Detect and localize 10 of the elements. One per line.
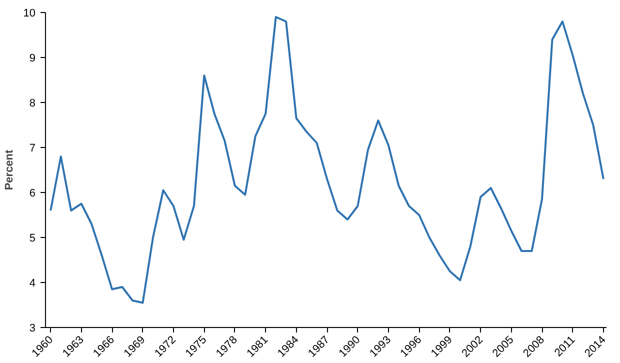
y-tick-label: 9: [29, 52, 36, 64]
y-tick-label: 3: [29, 322, 36, 334]
line-series: [50, 16, 604, 304]
y-tick-label: 7: [29, 142, 36, 154]
y-tick-label: 10: [23, 8, 36, 20]
y-tick-label: 8: [29, 98, 36, 110]
y-tick-label: 4: [29, 278, 36, 290]
y-tick-label: 5: [29, 232, 36, 244]
y-axis-title: Percent: [3, 149, 16, 190]
y-tick-label: 6: [29, 188, 36, 200]
